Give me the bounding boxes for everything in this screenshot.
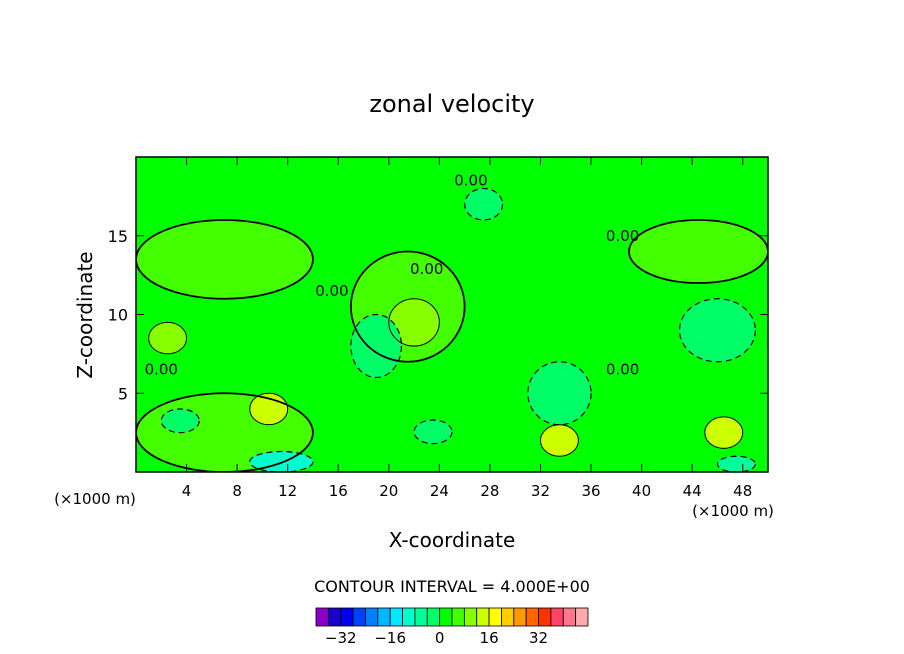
colorbar-swatch — [377, 607, 391, 627]
contour-region — [148, 322, 187, 354]
contour-line — [388, 298, 440, 347]
contour-line — [704, 416, 744, 449]
x-tick-label: 20 — [379, 482, 398, 500]
colorbar-swatch — [439, 607, 453, 627]
x-tick-label: 44 — [683, 482, 702, 500]
colorbar-swatch — [389, 607, 403, 627]
colorbar-swatch — [426, 607, 441, 627]
contour-line — [716, 455, 756, 472]
contour-line — [350, 313, 403, 379]
contour-region — [717, 456, 756, 472]
contour-region — [704, 416, 743, 449]
contour-interval-label: CONTOUR INTERVAL = 4.000E+00 — [314, 577, 590, 596]
contour-region — [350, 314, 402, 378]
colorbar-swatch — [513, 607, 527, 627]
colorbar-swatch — [340, 607, 354, 627]
y-axis-label: Z-coordinate — [73, 251, 97, 378]
x-unit-left-label: (×1000 m) — [54, 490, 136, 508]
colorbar-swatch — [525, 607, 539, 627]
colorbar-tick-label: −32 — [325, 629, 357, 647]
contour-line — [136, 219, 314, 300]
contour-region — [136, 220, 313, 299]
colorbar-swatch — [315, 607, 329, 627]
colorbar-swatch — [538, 607, 552, 627]
colorbar-tick-label: −16 — [374, 629, 406, 647]
contour-line — [160, 408, 200, 434]
contour-region — [464, 188, 503, 220]
contour-line — [148, 321, 188, 355]
contour-line — [413, 419, 453, 445]
colorbar — [315, 607, 589, 627]
y-tick-label: 15 — [108, 227, 128, 246]
contour-line — [539, 424, 579, 457]
colorbar-tick-label: 16 — [480, 629, 499, 647]
x-axis-ticks: 4 8 12 16 20 24 28 32 36 40 44 48 — [182, 157, 752, 500]
y-tick-label: 5 — [118, 384, 128, 403]
x-tick-label: 4 — [182, 482, 192, 500]
y-tick-label: 10 — [108, 306, 128, 325]
x-tick-label: 24 — [430, 482, 449, 500]
contour-line — [464, 187, 504, 221]
contour-region — [527, 361, 592, 425]
colorbar-swatch — [562, 607, 577, 627]
colorbar-swatch — [501, 607, 515, 627]
contour-region — [628, 220, 768, 283]
y-axis-ticks: 5 10 15 — [108, 227, 768, 403]
contour-field — [136, 157, 768, 472]
colorbar-swatch — [550, 607, 564, 627]
colorbar-swatch — [327, 607, 342, 627]
contour-value-label: 0.00 — [606, 227, 639, 245]
contour-value-label: 0.00 — [410, 260, 443, 278]
colorbar-ticks: −32 −16 0 16 32 — [325, 629, 548, 647]
contour-region — [388, 298, 440, 346]
colorbar-swatch — [402, 607, 416, 627]
colorbar-swatch — [575, 607, 589, 627]
contour-value-label: 0.00 — [606, 361, 639, 379]
contour-labels: 0.00 0.00 0.00 0.00 0.00 0.00 — [145, 172, 640, 379]
x-tick-label: 16 — [329, 482, 348, 500]
contour-line — [249, 392, 289, 426]
colorbar-swatch — [463, 607, 478, 627]
contour-line — [349, 250, 466, 363]
colorbar-swatch — [476, 607, 490, 627]
contour-line — [249, 450, 314, 472]
x-tick-label: 28 — [480, 482, 499, 500]
colorbar-swatch — [414, 607, 428, 627]
x-tick-label: 12 — [278, 482, 297, 500]
contour-region — [414, 420, 452, 444]
x-tick-label: 40 — [632, 482, 651, 500]
colorbar-swatch — [488, 607, 502, 627]
x-tick-label: 8 — [232, 482, 242, 500]
contour-value-label: 0.00 — [145, 361, 178, 379]
contour-line — [527, 361, 592, 426]
colorbar-tick-label: 0 — [435, 629, 445, 647]
contour-value-label: 0.00 — [315, 282, 348, 300]
contour-line — [678, 298, 756, 363]
contour-region — [540, 424, 579, 457]
contour-region — [679, 298, 756, 362]
contour-value-label: 0.00 — [454, 172, 487, 190]
x-tick-label: 36 — [581, 482, 600, 500]
contour-line — [136, 392, 314, 472]
colorbar-swatch — [365, 607, 379, 627]
x-tick-label: 32 — [531, 482, 550, 500]
colorbar-swatch — [451, 607, 465, 627]
colorbar-swatch — [352, 607, 366, 627]
x-axis-label: X-coordinate — [389, 528, 516, 552]
colorbar-tick-label: 32 — [529, 629, 548, 647]
contour-region — [161, 409, 200, 433]
chart-title: zonal velocity — [369, 90, 534, 118]
contour-lines — [136, 187, 768, 472]
x-unit-right-label: (×1000 m) — [692, 502, 774, 520]
x-tick-label: 48 — [733, 482, 752, 500]
